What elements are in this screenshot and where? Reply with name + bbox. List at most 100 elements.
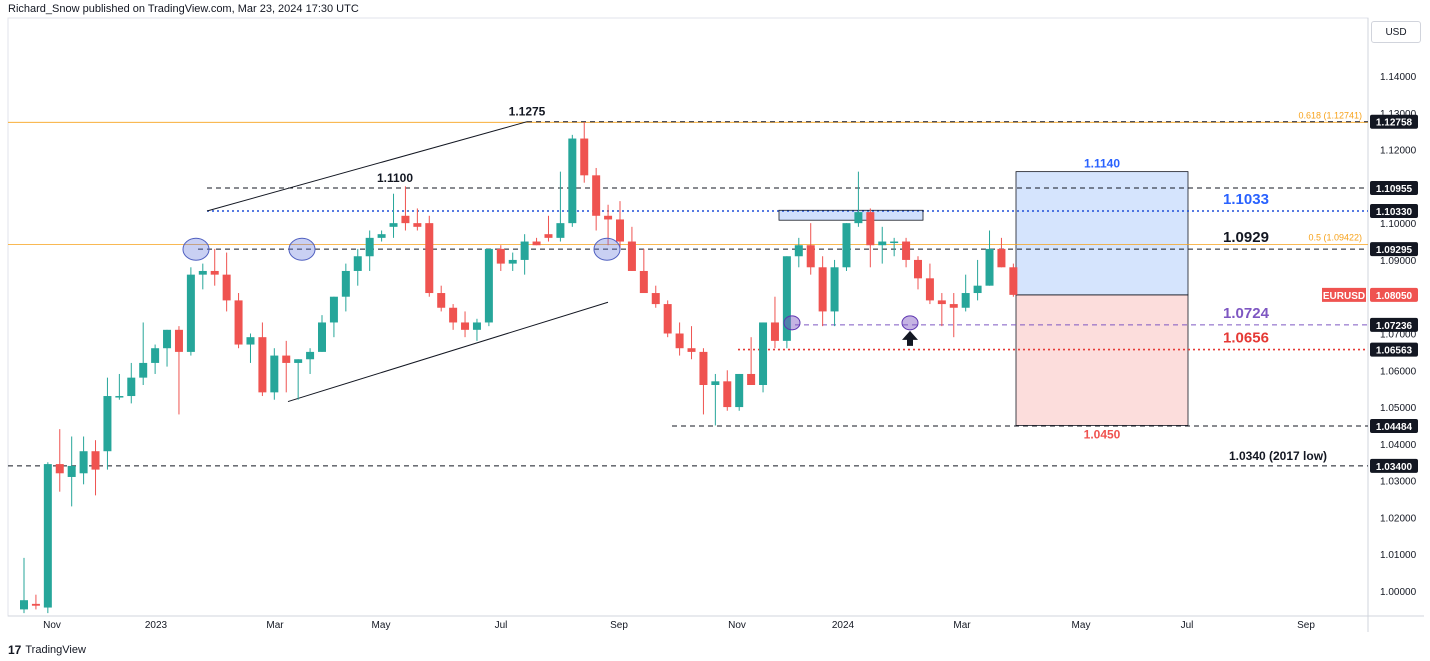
candle-body xyxy=(604,215,613,220)
level-price-tag-text: 1.06563 xyxy=(1376,346,1413,357)
candle-body xyxy=(461,322,470,330)
time-tick-label: Jul xyxy=(495,620,508,631)
candle-body xyxy=(723,381,732,408)
candle-body xyxy=(115,396,124,398)
candle-body xyxy=(20,600,28,610)
candle-body xyxy=(139,362,148,378)
candle-body xyxy=(79,451,88,474)
candle-body xyxy=(258,337,267,393)
candle-body xyxy=(401,215,410,224)
time-tick-label: Jul xyxy=(1181,620,1194,631)
candle-body xyxy=(425,223,434,294)
price-tick-label: 1.03000 xyxy=(1380,477,1417,488)
tradingview-logo[interactable]: 17 TradingView xyxy=(8,643,86,657)
candle-body xyxy=(67,465,76,477)
candle-body xyxy=(770,322,779,341)
candle-body xyxy=(341,270,350,297)
last-price-tag xyxy=(1370,287,1418,302)
candle-body xyxy=(353,256,362,271)
candle-body xyxy=(306,351,315,360)
candle-body xyxy=(830,267,839,312)
candle-body xyxy=(651,293,660,305)
level-price-tag xyxy=(1370,114,1418,129)
candle-body xyxy=(234,300,243,345)
time-tick-label: Mar xyxy=(266,620,284,631)
candle-body xyxy=(198,270,207,275)
channel-lower-line xyxy=(287,301,609,403)
level-label: 1.1100 xyxy=(377,171,413,185)
candle-body xyxy=(937,300,946,305)
up-arrow-icon xyxy=(902,330,918,346)
level-label: 1.0724 xyxy=(1223,305,1270,322)
time-tick-label: Sep xyxy=(1297,620,1315,631)
candle-body xyxy=(592,175,601,216)
candle-body xyxy=(675,333,684,349)
candle-body xyxy=(43,464,52,608)
candle-body xyxy=(91,451,100,470)
last-price-tag-text: 1.08050 xyxy=(1376,291,1413,302)
level-label: 1.0929 xyxy=(1223,229,1269,246)
candle-body xyxy=(806,245,815,268)
price-tick-label: 1.06000 xyxy=(1380,366,1417,377)
level-price-tag-text: 1.03400 xyxy=(1376,462,1413,473)
candle-body xyxy=(639,270,648,294)
fib-label: 0.5 (1.09422) xyxy=(1308,232,1362,242)
level-price-tag xyxy=(1370,342,1418,357)
position-target-zone xyxy=(1015,171,1189,296)
time-tick-label: May xyxy=(372,620,391,631)
candle-body xyxy=(151,348,160,363)
candle-body xyxy=(663,304,672,334)
touch-point-marker xyxy=(288,237,316,261)
level-price-tag xyxy=(1370,419,1418,434)
price-tick-label: 1.12000 xyxy=(1380,146,1417,157)
price-tick-label: 1.13000 xyxy=(1380,109,1417,120)
candle-body xyxy=(174,329,183,352)
symbol-tag-text: EURUSD xyxy=(1323,291,1365,302)
price-tick-label: 1.00000 xyxy=(1380,587,1417,598)
candle-body xyxy=(544,234,553,238)
candle-body xyxy=(580,138,589,176)
candle-body xyxy=(55,464,64,474)
time-tick-label: Nov xyxy=(43,620,61,631)
candle-body xyxy=(496,248,505,264)
candle-body xyxy=(282,355,291,363)
time-tick-label: Mar xyxy=(953,620,971,631)
level-price-tag-text: 1.07236 xyxy=(1376,321,1413,332)
candle-body xyxy=(782,256,791,341)
candle-body xyxy=(568,138,577,224)
candle-body xyxy=(616,219,624,242)
level-price-tag xyxy=(1370,317,1418,332)
candle-body xyxy=(556,223,565,238)
level-label: 1.1275 xyxy=(509,105,546,119)
level-price-tag-text: 1.09295 xyxy=(1376,245,1413,256)
fib-label: 0.618 (1.12741) xyxy=(1298,110,1362,120)
candle-body xyxy=(842,223,851,268)
candle-body xyxy=(103,396,112,452)
candle-body xyxy=(365,237,374,257)
candle-body xyxy=(711,381,720,385)
candle-body xyxy=(246,337,255,345)
price-tick-label: 1.14000 xyxy=(1380,72,1417,83)
level-price-tag-text: 1.10955 xyxy=(1376,184,1413,195)
candle-body xyxy=(961,293,970,308)
candle-body xyxy=(973,285,982,294)
touch-point-marker xyxy=(182,237,210,261)
resistance-zone xyxy=(778,209,924,221)
time-tick-label: Nov xyxy=(728,620,746,631)
candle-body xyxy=(127,377,136,397)
level-label: 1.0656 xyxy=(1223,330,1269,347)
candle-body xyxy=(520,241,529,260)
candle-body xyxy=(627,241,636,271)
candle-body xyxy=(210,270,219,275)
candle-body xyxy=(699,351,708,385)
candle-body xyxy=(759,322,768,385)
candle-body xyxy=(925,278,934,301)
candle-body xyxy=(222,274,231,301)
position-target-label: 1.1140 xyxy=(1084,157,1120,171)
level-label: 1.1033 xyxy=(1223,191,1269,208)
level-price-tag xyxy=(1370,242,1418,257)
currency-button[interactable]: USD xyxy=(1371,21,1421,43)
candle-body xyxy=(1009,267,1018,295)
price-tick-label: 1.10000 xyxy=(1380,219,1417,230)
